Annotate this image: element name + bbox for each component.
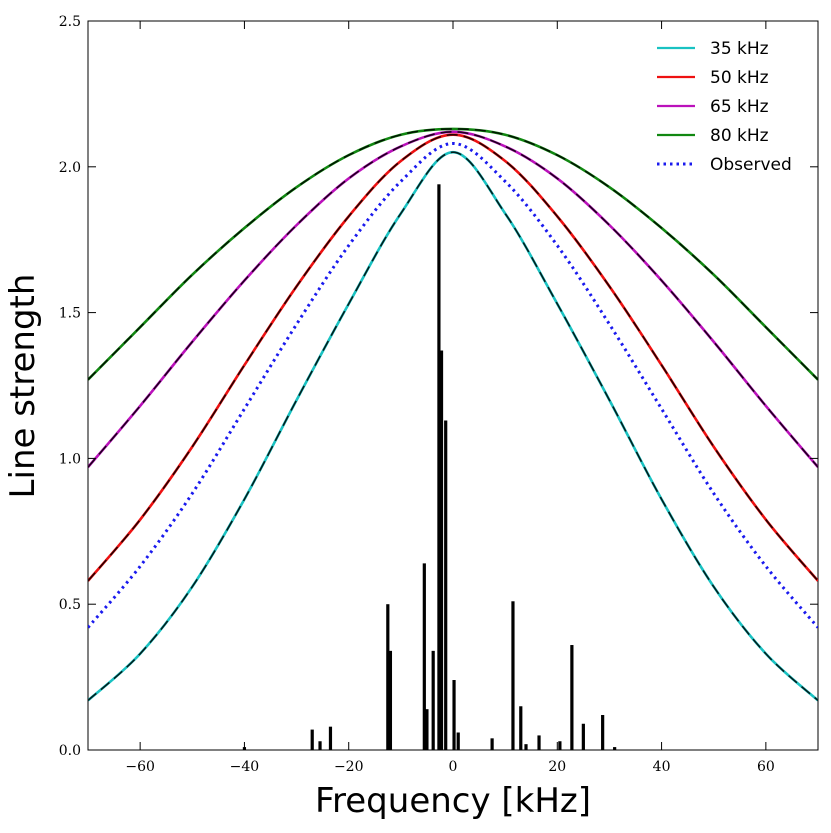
- stick-bar: [431, 650, 435, 750]
- legend-label-80-khz: 80 kHz: [710, 126, 769, 146]
- x-axis: −60 −40 −20 0 20 40 60: [125, 21, 775, 775]
- stick-bar: [437, 184, 441, 750]
- stick-bar: [386, 604, 390, 750]
- stick-bar: [511, 601, 515, 750]
- legend: 35 kHz 50 kHz 65 kHz 80 kHz Observed: [657, 39, 792, 175]
- y-tick-label: 1.5: [59, 306, 81, 322]
- stick-bar: [444, 420, 448, 750]
- stick-bar: [318, 741, 322, 750]
- curves: [88, 127, 818, 702]
- series-line-observed: [88, 141, 818, 629]
- stick-bar: [388, 650, 393, 750]
- y-tick-label: 2.5: [59, 14, 81, 30]
- stick-bar: [601, 715, 605, 750]
- legend-label-35-khz: 35 kHz: [710, 39, 769, 59]
- x-tick-label: 60: [757, 759, 775, 775]
- legend-label-65-khz: 65 kHz: [710, 97, 769, 117]
- y-tick-label: 2.0: [59, 160, 81, 176]
- stick-spectrum: [242, 184, 617, 750]
- x-axis-title: Frequency [kHz]: [315, 781, 591, 821]
- y-tick-label: 0.5: [59, 597, 81, 613]
- stick-bar: [519, 706, 523, 750]
- series-fit-80-khz: [88, 128, 818, 381]
- stick-bar: [570, 645, 574, 750]
- stick-bar: [613, 747, 617, 750]
- y-axis-title: Line strength: [3, 274, 43, 499]
- plot-frame: [87, 20, 819, 751]
- stick-bar: [581, 723, 585, 750]
- stick-bar: [537, 735, 541, 750]
- stick-bar: [310, 729, 314, 750]
- stick-bar: [452, 680, 456, 750]
- stick-bar: [558, 741, 562, 750]
- x-tick-label: −60: [125, 759, 155, 775]
- stick-bar: [422, 563, 426, 750]
- y-axis: 0.0 0.5 1.0 1.5 2.0 2.5: [59, 14, 818, 759]
- x-tick-label: −20: [334, 759, 364, 775]
- stick-bar: [456, 732, 460, 750]
- x-tick-label: 40: [653, 759, 671, 775]
- x-tick-label: 0: [449, 759, 458, 775]
- stick-bar: [524, 744, 528, 750]
- x-tick-label: −40: [230, 759, 260, 775]
- series-fit-35-khz: [88, 151, 818, 702]
- y-tick-label: 0.0: [59, 743, 81, 759]
- stick-bar: [439, 350, 444, 750]
- series-fit-65-khz: [88, 131, 818, 468]
- legend-label-observed: Observed: [710, 155, 792, 175]
- stick-bar: [425, 709, 429, 750]
- stick-bar: [490, 738, 494, 750]
- y-tick-label: 1.0: [59, 451, 81, 467]
- stick-bar: [328, 726, 333, 750]
- series-fit-50-khz: [88, 133, 818, 582]
- x-tick-label: 20: [548, 759, 566, 775]
- legend-label-50-khz: 50 kHz: [710, 68, 769, 88]
